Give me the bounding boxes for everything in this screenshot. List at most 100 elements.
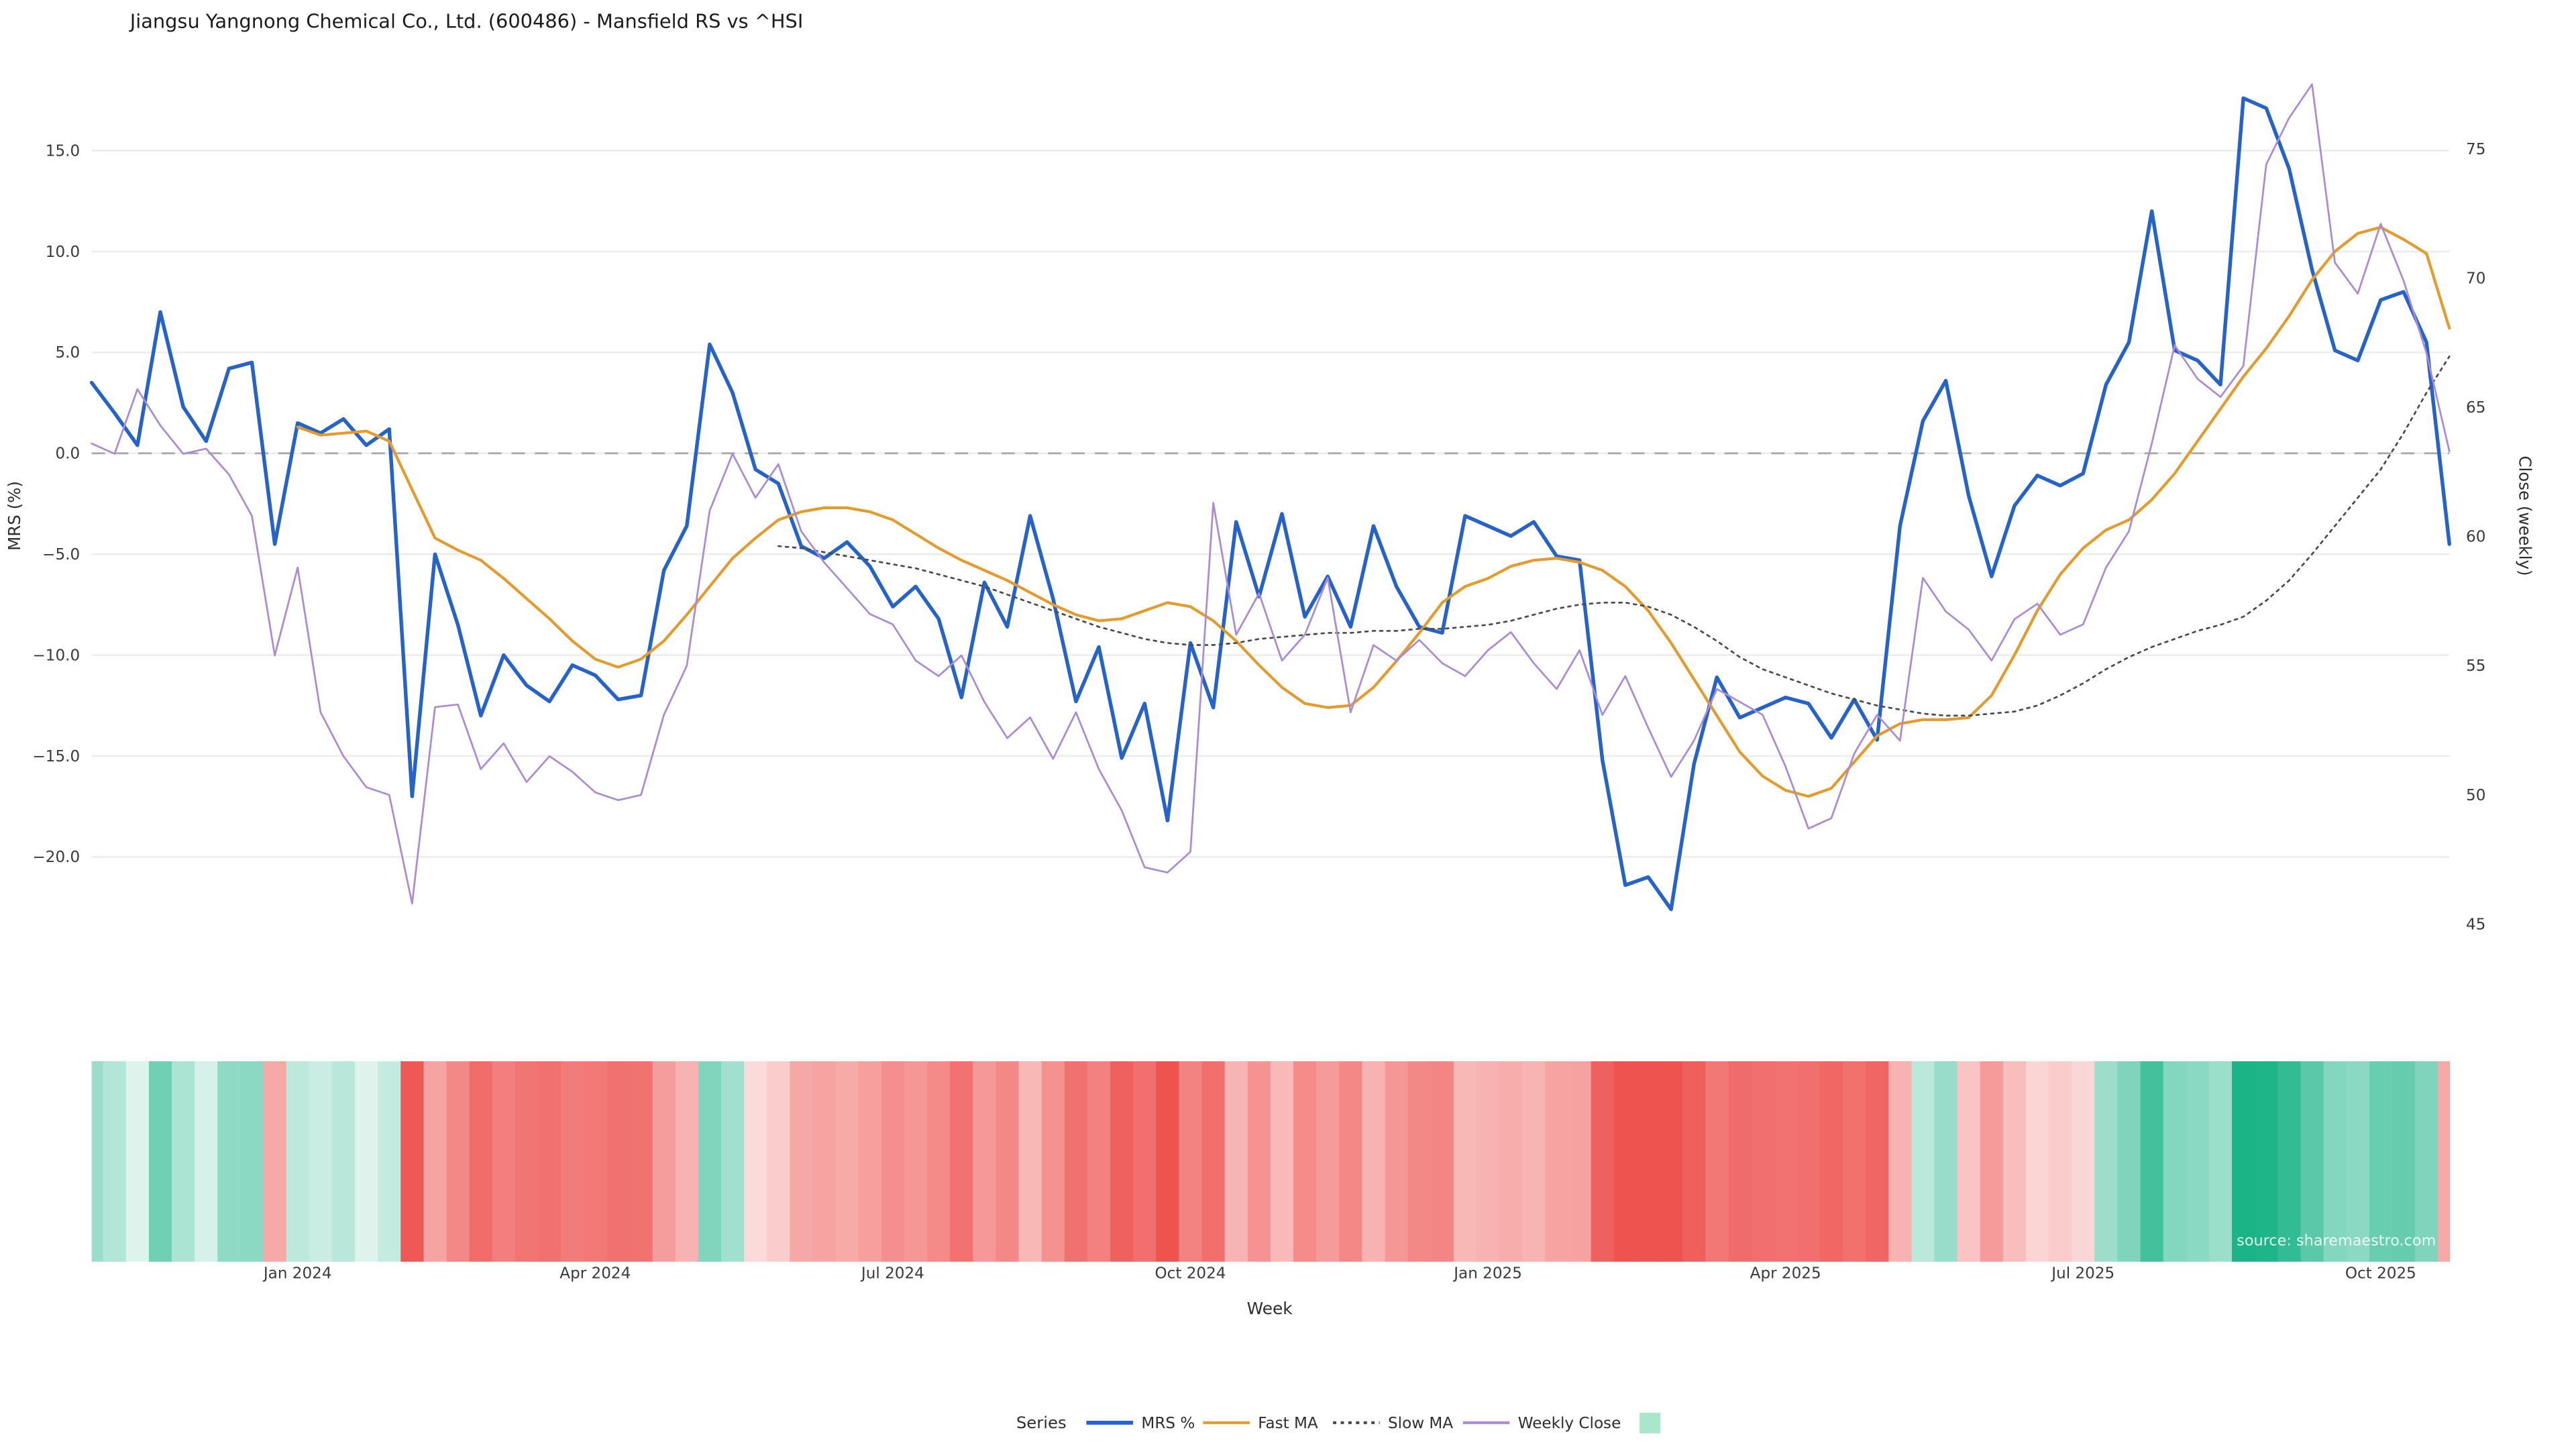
heatmap-cell (629, 1061, 653, 1262)
heatmap-cell (1201, 1061, 1226, 1262)
y-right-tick-label: 65 (2466, 399, 2485, 417)
heatmap-cell (492, 1061, 516, 1262)
heatmap-cell (2300, 1061, 2324, 1262)
legend-item-label: Weekly Close (1518, 1415, 1621, 1432)
heatmap-cell (1911, 1061, 1935, 1262)
heatmap-cell (148, 1061, 173, 1262)
heatmap-cell (1728, 1061, 1752, 1262)
heatmap-cell (1087, 1061, 1112, 1262)
heatmap-cell (2117, 1061, 2141, 1262)
heatmap-cell (881, 1061, 905, 1262)
x-tick-label: Apr 2025 (1750, 1265, 1821, 1282)
x-tick-label: Oct 2025 (2345, 1265, 2416, 1282)
heatmap-cell (1430, 1061, 1454, 1262)
y-left-tick-label: 5.0 (55, 344, 80, 362)
heatmap-cell (286, 1061, 310, 1262)
heatmap-cell (1156, 1061, 1180, 1262)
heatmap-cell (469, 1061, 493, 1262)
heatmap-cell (1224, 1061, 1248, 1262)
heatmap-cell (195, 1061, 219, 1262)
x-tick-label: Jan 2025 (1452, 1265, 1522, 1282)
heatmap-cell (1247, 1061, 1271, 1262)
heatmap-cell (1407, 1061, 1432, 1262)
heatmap-cell (1568, 1061, 1592, 1262)
heatmap-cell (91, 1061, 104, 1262)
heatmap-cell (1477, 1061, 1501, 1262)
x-tick-label: Apr 2024 (559, 1265, 631, 1282)
heatmap-cell (2346, 1061, 2370, 1262)
legend-item-label: Fast MA (1258, 1415, 1318, 1432)
heatmap-cell (698, 1061, 722, 1262)
heatmap-cell (2392, 1061, 2416, 1262)
y-left-tick-label: −10.0 (32, 647, 80, 665)
heatmap-cell (1453, 1061, 1478, 1262)
y-left-axis-title: MRS (%) (5, 481, 24, 551)
heatmap-cell (1888, 1061, 1913, 1262)
legend-item-label: Slow MA (1388, 1415, 1453, 1432)
fast-ma-line (296, 225, 2451, 798)
legend: Series MRS % Fast MA Slow MA Weekly Close (1016, 1413, 1661, 1434)
heatmap-cell (561, 1061, 585, 1262)
weekly-close-line (91, 83, 2451, 905)
heatmap-cell (927, 1061, 951, 1262)
heatmap-cell (2025, 1061, 2050, 1262)
y-right-tick-label: 75 (2466, 141, 2485, 158)
heatmap-cell (2415, 1061, 2439, 1262)
heatmap-cell (1316, 1061, 1340, 1262)
heatmap-cell (2140, 1061, 2164, 1262)
heatmap-cell (767, 1061, 791, 1262)
heatmap-cell (584, 1061, 608, 1262)
heatmap-cell (1110, 1061, 1134, 1262)
heatmap-cell (2232, 1061, 2256, 1262)
heatmap-cell (1522, 1061, 1546, 1262)
y-right-tick-label: 60 (2466, 529, 2485, 546)
heatmap-cell (1819, 1061, 1843, 1262)
y-left-tick-label: −20.0 (32, 849, 80, 866)
heatmap-cell (720, 1061, 745, 1262)
heatmap-cell (355, 1061, 379, 1262)
heatmap-cell (1957, 1061, 1981, 1262)
y-right-tick-label: 50 (2466, 787, 2485, 804)
y-left-tick-label: 0.0 (55, 445, 80, 463)
heatmap-cell (2163, 1061, 2187, 1262)
heatmap-cell (515, 1061, 539, 1262)
heatmap-cell (973, 1061, 997, 1262)
heatmap-cell (1293, 1061, 1318, 1262)
heatmap-cell (1339, 1061, 1363, 1262)
x-axis-title: Week (1247, 1299, 1293, 1318)
y-left-tick-label: 15.0 (46, 142, 80, 160)
mrs--line (89, 96, 2451, 912)
y-left-tick-label: 10.0 (46, 244, 80, 261)
heatmap-cell (1613, 1061, 1638, 1262)
heatmap-cell (675, 1061, 699, 1262)
heatmap-cell (309, 1061, 333, 1262)
heatmap-cell (2049, 1061, 2073, 1262)
heatmap-cell (2438, 1061, 2451, 1262)
x-tick-label: Oct 2024 (1155, 1265, 1226, 1282)
heatmap-cell (1636, 1061, 1660, 1262)
heatmap-cell (2094, 1061, 2118, 1262)
heatmap-cell (835, 1061, 859, 1262)
series-lines-layer (89, 83, 2451, 912)
heatmap-cell (1018, 1061, 1042, 1262)
heatmap-cell (1660, 1061, 1684, 1262)
legend-item-label: MRS % (1141, 1415, 1195, 1432)
heatmap-cell (240, 1061, 264, 1262)
heatmap-cell (2208, 1061, 2233, 1262)
heatmap-cell (606, 1061, 631, 1262)
heatmap-cell (1064, 1061, 1088, 1262)
heatmap-cell (1545, 1061, 1569, 1262)
heatmap-cell (950, 1061, 974, 1262)
heatmap-cell (2072, 1061, 2096, 1262)
heatmap-cell (103, 1061, 127, 1262)
y-right-tick-label: 70 (2466, 270, 2485, 288)
y-left-tick-label: −5.0 (42, 546, 80, 564)
heatmap-cell (790, 1061, 814, 1262)
heatmap-strip (91, 1061, 2451, 1262)
heatmap-cell (1796, 1061, 1821, 1262)
heatmap-cell (996, 1061, 1020, 1262)
slow-ma-line (777, 355, 2451, 717)
chart-title: Jiangsu Yangnong Chemical Co., Ltd. (600… (129, 10, 804, 33)
